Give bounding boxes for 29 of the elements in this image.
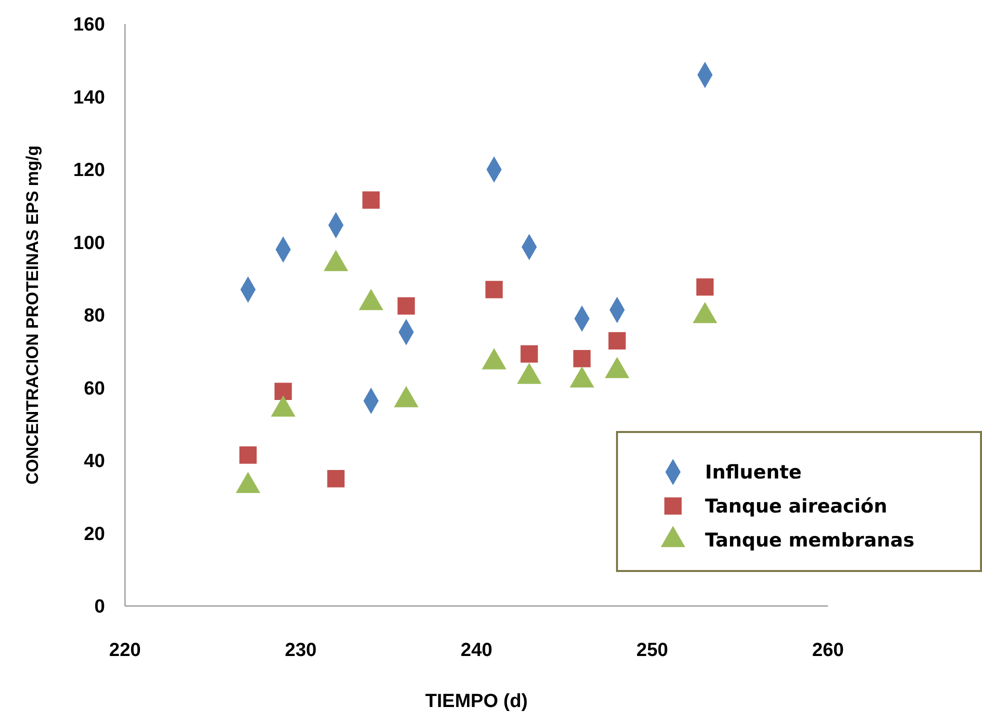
point — [573, 350, 591, 368]
point — [239, 446, 257, 464]
y-tick-label: 140 — [73, 87, 105, 108]
legend-label: Tanque membranas — [705, 530, 914, 552]
point — [608, 332, 626, 350]
x-tick-label: 240 — [460, 640, 492, 661]
point — [696, 278, 714, 296]
legend-label: Tanque aireación — [705, 496, 888, 518]
point — [274, 382, 292, 400]
point — [520, 345, 538, 363]
y-tick-label: 100 — [73, 232, 105, 254]
x-tick-label: 230 — [284, 640, 317, 661]
x-tick-label: 220 — [109, 640, 141, 661]
y-tick-label: 120 — [73, 160, 105, 182]
x-tick-label: 250 — [636, 640, 668, 661]
point — [485, 280, 503, 298]
y-tick-label: 160 — [73, 14, 105, 36]
y-tick-label: 0 — [94, 596, 105, 618]
y-tick-label: 80 — [84, 306, 105, 327]
legend-label: Influente — [705, 462, 802, 484]
point — [398, 297, 415, 315]
y-tick-label: 20 — [84, 524, 105, 545]
y-tick-label: 60 — [84, 378, 105, 400]
y-tick-label: 40 — [84, 451, 105, 472]
point — [362, 191, 380, 209]
x-axis-title: TIEMPO (d) — [425, 691, 528, 712]
y-axis-title: CONCENTRACION PROTEINAS EPS mg/g — [23, 145, 42, 485]
x-tick-label: 260 — [812, 640, 844, 661]
point — [327, 470, 345, 488]
